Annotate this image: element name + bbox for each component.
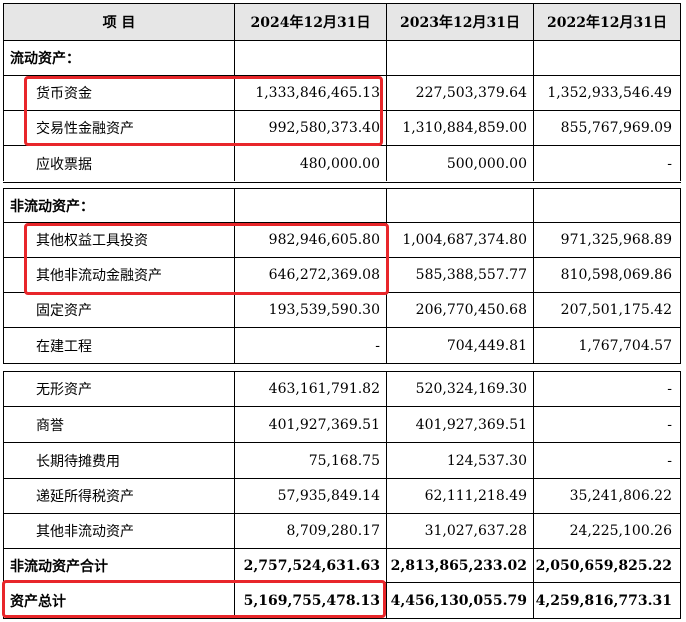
- value-2023: 4,456,130,055.79: [387, 583, 534, 618]
- row-label: 无形资产: [3, 372, 235, 406]
- value-2022: 971,325,968.89: [534, 223, 681, 257]
- value-2024: 75,168.75: [235, 443, 387, 478]
- value-2022: 207,501,175.42: [534, 293, 681, 327]
- table-row: 递延所得税资产 57,935,849.14 62,111,218.49 35,2…: [3, 479, 681, 514]
- value-2023: 31,027,637.28: [387, 514, 534, 548]
- row-label: 资产总计: [3, 583, 235, 618]
- header-2022: 2022年12月31日: [534, 4, 681, 40]
- table-row: 无形资产 463,161,791.82 520,324,169.30 -: [3, 371, 681, 407]
- value-2022: 2,050,659,825.22: [534, 549, 681, 582]
- value-2023: 206,770,450.68: [387, 293, 534, 327]
- table-row: 应收票据 480,000.00 500,000.00 -: [3, 146, 681, 181]
- section-current-assets: 流动资产：: [3, 41, 681, 76]
- value-2024: 2,757,524,631.63: [235, 549, 387, 582]
- value-2024: 1,333,846,465.13: [235, 76, 387, 110]
- value-2023: 1,310,884,859.00: [387, 111, 534, 145]
- row-label: 递延所得税资产: [3, 479, 235, 513]
- value-2022: -: [534, 372, 681, 406]
- value-2023: 124,537.30: [387, 443, 534, 478]
- header-item: 项 目: [3, 4, 235, 40]
- value-2022: -: [534, 146, 681, 181]
- value-2022: 35,241,806.22: [534, 479, 681, 513]
- value-2024: 8,709,280.17: [235, 514, 387, 548]
- value-2022: 4,259,816,773.31: [534, 583, 681, 618]
- value-2024: 5,169,755,478.13: [235, 583, 387, 618]
- value-2024: 992,580,373.40: [235, 111, 387, 145]
- section-label: 流动资产：: [3, 41, 235, 75]
- table-header: 项 目 2024年12月31日 2023年12月31日 2022年12月31日: [3, 3, 681, 41]
- table-row: 交易性金融资产 992,580,373.40 1,310,884,859.00 …: [3, 111, 681, 146]
- row-label: 长期待摊费用: [3, 443, 235, 478]
- row-label: 其他非流动资产: [3, 514, 235, 548]
- value-2023: 585,388,557.77: [387, 258, 534, 292]
- value-2024: 480,000.00: [235, 146, 387, 181]
- value-2022: -: [534, 443, 681, 478]
- value-2024: 57,935,849.14: [235, 479, 387, 513]
- section-label: 非流动资产：: [3, 189, 235, 222]
- value-2024: 982,946,605.80: [235, 223, 387, 257]
- value-2022: 810,598,069.86: [534, 258, 681, 292]
- header-2024: 2024年12月31日: [235, 4, 387, 40]
- value-2023: 704,449.81: [387, 328, 534, 363]
- value-2023: 227,503,379.64: [387, 76, 534, 110]
- table-row: 其他非流动金融资产 646,272,369.08 585,388,557.77 …: [3, 258, 681, 293]
- value-2024: 193,539,590.30: [235, 293, 387, 327]
- value-2022: 855,767,969.09: [534, 111, 681, 145]
- value-2022: 1,352,933,546.49: [534, 76, 681, 110]
- row-label: 固定资产: [3, 293, 235, 327]
- value-2022: 24,225,100.26: [534, 514, 681, 548]
- value-2022: -: [534, 407, 681, 442]
- value-2023: 1,004,687,374.80: [387, 223, 534, 257]
- header-2023: 2023年12月31日: [387, 4, 534, 40]
- row-label: 非流动资产合计: [3, 549, 235, 582]
- value-2022: 1,767,704.57: [534, 328, 681, 363]
- row-label: 交易性金融资产: [3, 111, 235, 145]
- section-noncurrent-assets: 非流动资产：: [3, 188, 681, 223]
- row-label: 商誉: [3, 407, 235, 442]
- table-row: 其他权益工具投资 982,946,605.80 1,004,687,374.80…: [3, 223, 681, 258]
- table-row: 固定资产 193,539,590.30 206,770,450.68 207,5…: [3, 293, 681, 328]
- value-2024: 463,161,791.82: [235, 372, 387, 406]
- table-row-total: 资产总计 5,169,755,478.13 4,456,130,055.79 4…: [3, 583, 681, 619]
- value-2023: 401,927,369.51: [387, 407, 534, 442]
- row-label: 其他非流动金融资产: [3, 258, 235, 292]
- value-2023: 500,000.00: [387, 146, 534, 181]
- table-row-subtotal: 非流动资产合计 2,757,524,631.63 2,813,865,233.0…: [3, 549, 681, 583]
- row-label: 应收票据: [3, 146, 235, 181]
- row-label: 在建工程: [3, 328, 235, 363]
- table-row: 在建工程 - 704,449.81 1,767,704.57: [3, 328, 681, 364]
- divider: [3, 182, 681, 183]
- row-label: 货币资金: [3, 76, 235, 110]
- value-2023: 2,813,865,233.02: [387, 549, 534, 582]
- value-2024: 646,272,369.08: [235, 258, 387, 292]
- value-2023: 62,111,218.49: [387, 479, 534, 513]
- table-row: 其他非流动资产 8,709,280.17 31,027,637.28 24,22…: [3, 514, 681, 549]
- table-row: 长期待摊费用 75,168.75 124,537.30 -: [3, 443, 681, 479]
- table-row: 商誉 401,927,369.51 401,927,369.51 -: [3, 407, 681, 443]
- row-label: 其他权益工具投资: [3, 223, 235, 257]
- table-row: 货币资金 1,333,846,465.13 227,503,379.64 1,3…: [3, 76, 681, 111]
- value-2023: 520,324,169.30: [387, 372, 534, 406]
- value-2024: 401,927,369.51: [235, 407, 387, 442]
- value-2024: -: [235, 328, 387, 363]
